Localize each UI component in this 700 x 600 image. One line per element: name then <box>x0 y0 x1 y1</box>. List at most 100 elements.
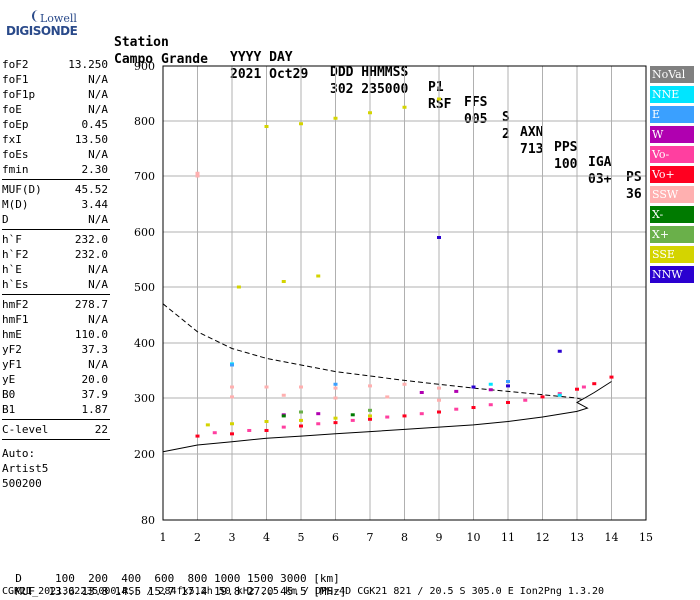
data-point-vo <box>581 385 586 389</box>
data-point-vo <box>195 434 200 438</box>
data-point-vo <box>437 410 441 414</box>
y-tick-label: 400 <box>134 337 155 350</box>
param-value: N/A <box>88 313 108 326</box>
param-separator <box>2 294 110 295</box>
param-key: foEp <box>2 118 29 131</box>
data-point-vo <box>540 395 545 399</box>
legend-item-noval: NoVal <box>650 66 694 83</box>
legend-item-ssw: SSW <box>650 186 694 203</box>
param-row-yf1: yF1 N/A <box>2 358 108 372</box>
data-point-vo <box>299 424 303 428</box>
data-point-sse <box>368 111 372 115</box>
data-point-sse <box>316 274 321 278</box>
auto-line: 500200 <box>2 477 42 490</box>
param-value: 278.7 <box>74 298 108 311</box>
data-point-vo <box>385 415 390 419</box>
data-point-sse <box>437 97 441 101</box>
x-tick-label: 1 <box>160 531 167 544</box>
data-point-ssw <box>385 395 390 399</box>
footer-d-row: D 100 200 400 600 800 1000 1500 3000 [km… <box>2 559 340 585</box>
header-ffs-value: 005 <box>464 112 488 127</box>
data-point-vo <box>333 421 338 425</box>
param-row-fof1: foF1 N/A <box>2 73 108 87</box>
param-value: 3.44 <box>81 198 109 211</box>
legend-item-vo: Vo- <box>650 146 694 163</box>
x-tick-label: 13 <box>570 531 584 544</box>
param-value: 1.87 <box>81 403 109 416</box>
param-row-fmin: fmin 2.30 <box>2 163 108 177</box>
x-tick-label: 3 <box>229 531 236 544</box>
param-value: N/A <box>88 73 108 86</box>
data-point-vo <box>557 392 562 396</box>
legend-item-e: E <box>650 106 694 123</box>
data-point-sse <box>281 280 286 283</box>
y-tick-label: 900 <box>134 60 155 73</box>
header-ps-value: 36 <box>626 187 642 202</box>
param-value: 13.50 <box>74 133 108 146</box>
param-separator <box>2 179 110 180</box>
param-key: h`F <box>2 233 22 246</box>
data-point-e <box>333 382 338 386</box>
data-point-vo <box>609 375 614 379</box>
data-point-sse <box>205 423 210 427</box>
legend-item-w: W <box>650 126 694 143</box>
legend-item-sse: SSE <box>650 246 694 263</box>
data-point-sse <box>333 416 338 420</box>
data-point-sse <box>264 125 269 128</box>
param-key: B0 <box>2 388 16 401</box>
param-key: yE <box>2 373 16 386</box>
logo-arc-icon <box>32 10 44 22</box>
header-p1-value: RSF <box>428 97 452 112</box>
auto-line: Auto: <box>2 447 36 460</box>
x-tick-label: 14 <box>605 531 619 544</box>
data-point-sse <box>230 422 234 426</box>
y-tick-label: 80 <box>141 514 155 527</box>
param-row-fof2: foF2 13.250 <box>2 58 108 72</box>
data-point-ssw <box>264 385 269 389</box>
header-yyyy-day-label: YYYY DAY <box>230 50 293 65</box>
header-ffs-label: FFS <box>464 95 488 110</box>
header-s-label: S <box>502 110 510 125</box>
data-point-w <box>419 391 424 394</box>
param-separator <box>2 419 110 420</box>
header-station-value: Campo Grande <box>114 52 208 67</box>
param-row-hes: h`Es N/A <box>2 278 108 292</box>
data-point-vo <box>592 382 597 386</box>
data-point-w <box>316 412 321 416</box>
x-tick-label: 5 <box>298 531 305 544</box>
param-row-hme: hmE 110.0 <box>2 328 108 342</box>
header-pps-value: 100 <box>554 157 578 172</box>
param-separator <box>2 229 110 230</box>
legend: NoVal NNE E W Vo- Vo+ SSW X- X+ SSE NNW <box>650 66 694 286</box>
data-point-vo <box>264 428 269 432</box>
param-row-clevel: C-level 22 <box>2 423 108 437</box>
data-point-e <box>506 380 510 383</box>
data-point-ssw <box>333 386 338 390</box>
header-top-row: Station YYYY DAY DDD HHMMSS P1 FFS S AXN… <box>114 20 642 185</box>
param-value: N/A <box>88 213 108 226</box>
data-point-x <box>368 408 372 412</box>
header-ps-label: PS <box>626 170 642 185</box>
param-row-yf2: yF2 37.3 <box>2 343 108 357</box>
param-separator <box>2 439 110 440</box>
data-point-x <box>299 410 303 414</box>
header-axn-label: AXN <box>520 125 544 140</box>
legend-item-nne: NNE <box>650 86 694 103</box>
data-point-nne <box>557 393 562 397</box>
logo-line1: Lowell <box>40 12 77 25</box>
param-row-ye: yE 20.0 <box>2 373 108 387</box>
param-key: fxI <box>2 133 22 146</box>
data-point-sse <box>368 414 372 418</box>
data-point-sse <box>402 105 407 109</box>
data-point-sse <box>264 420 269 424</box>
data-point-ssw <box>281 393 286 397</box>
data-point-vo <box>350 418 355 422</box>
header-yyyy-day-value: 2021 Oct29 <box>230 67 309 82</box>
param-key: yF2 <box>2 343 22 356</box>
x-tick-label: 15 <box>639 531 653 544</box>
param-value: 110.0 <box>74 328 108 341</box>
data-point-nne <box>488 382 493 386</box>
y-tick-label: 700 <box>134 170 155 183</box>
data-point-ssw <box>333 396 338 400</box>
